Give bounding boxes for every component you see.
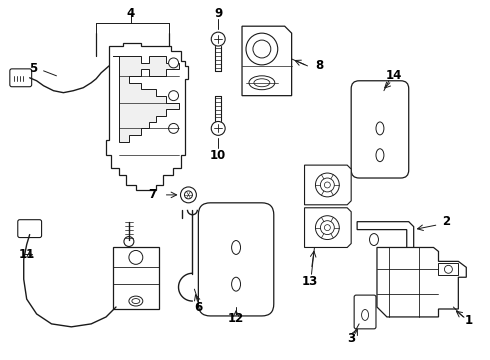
Text: 10: 10	[210, 149, 226, 162]
FancyBboxPatch shape	[354, 295, 376, 329]
Text: 5: 5	[29, 62, 38, 75]
FancyBboxPatch shape	[18, 220, 42, 238]
Circle shape	[324, 225, 330, 231]
Circle shape	[246, 33, 278, 65]
Circle shape	[316, 173, 339, 197]
Circle shape	[180, 187, 196, 203]
Polygon shape	[113, 56, 178, 142]
Ellipse shape	[249, 76, 275, 90]
Ellipse shape	[254, 79, 270, 87]
Circle shape	[320, 178, 334, 192]
Ellipse shape	[129, 296, 143, 306]
Bar	[113, 247, 159, 309]
FancyBboxPatch shape	[10, 69, 32, 87]
Text: 12: 12	[228, 312, 244, 325]
Text: 8: 8	[315, 59, 323, 72]
FancyBboxPatch shape	[198, 203, 274, 316]
Ellipse shape	[232, 277, 241, 291]
Circle shape	[324, 182, 330, 188]
Text: 2: 2	[442, 215, 450, 228]
Ellipse shape	[362, 310, 368, 320]
Ellipse shape	[369, 234, 378, 246]
Bar	[439, 264, 458, 275]
Polygon shape	[305, 165, 351, 205]
Ellipse shape	[232, 240, 241, 255]
Text: 7: 7	[148, 188, 157, 201]
Circle shape	[320, 221, 334, 235]
Circle shape	[316, 216, 339, 239]
Polygon shape	[377, 247, 466, 317]
Circle shape	[184, 191, 193, 199]
Text: 14: 14	[386, 69, 402, 82]
Circle shape	[169, 58, 178, 68]
Text: 9: 9	[214, 7, 222, 20]
Text: 11: 11	[19, 248, 35, 261]
Polygon shape	[357, 222, 414, 251]
FancyBboxPatch shape	[351, 81, 409, 178]
Text: 1: 1	[464, 314, 472, 327]
Ellipse shape	[376, 122, 384, 135]
Text: 13: 13	[301, 275, 318, 288]
Circle shape	[129, 251, 143, 264]
Polygon shape	[242, 26, 292, 96]
Circle shape	[169, 123, 178, 133]
Circle shape	[253, 40, 271, 58]
Polygon shape	[305, 208, 351, 247]
Polygon shape	[106, 43, 189, 190]
Circle shape	[169, 91, 178, 100]
Circle shape	[444, 265, 452, 273]
Text: 6: 6	[194, 301, 202, 314]
Circle shape	[124, 237, 134, 247]
Text: 4: 4	[127, 7, 135, 20]
Ellipse shape	[376, 149, 384, 162]
Circle shape	[211, 32, 225, 46]
Circle shape	[211, 121, 225, 135]
Ellipse shape	[132, 298, 140, 303]
Text: 3: 3	[347, 332, 355, 345]
